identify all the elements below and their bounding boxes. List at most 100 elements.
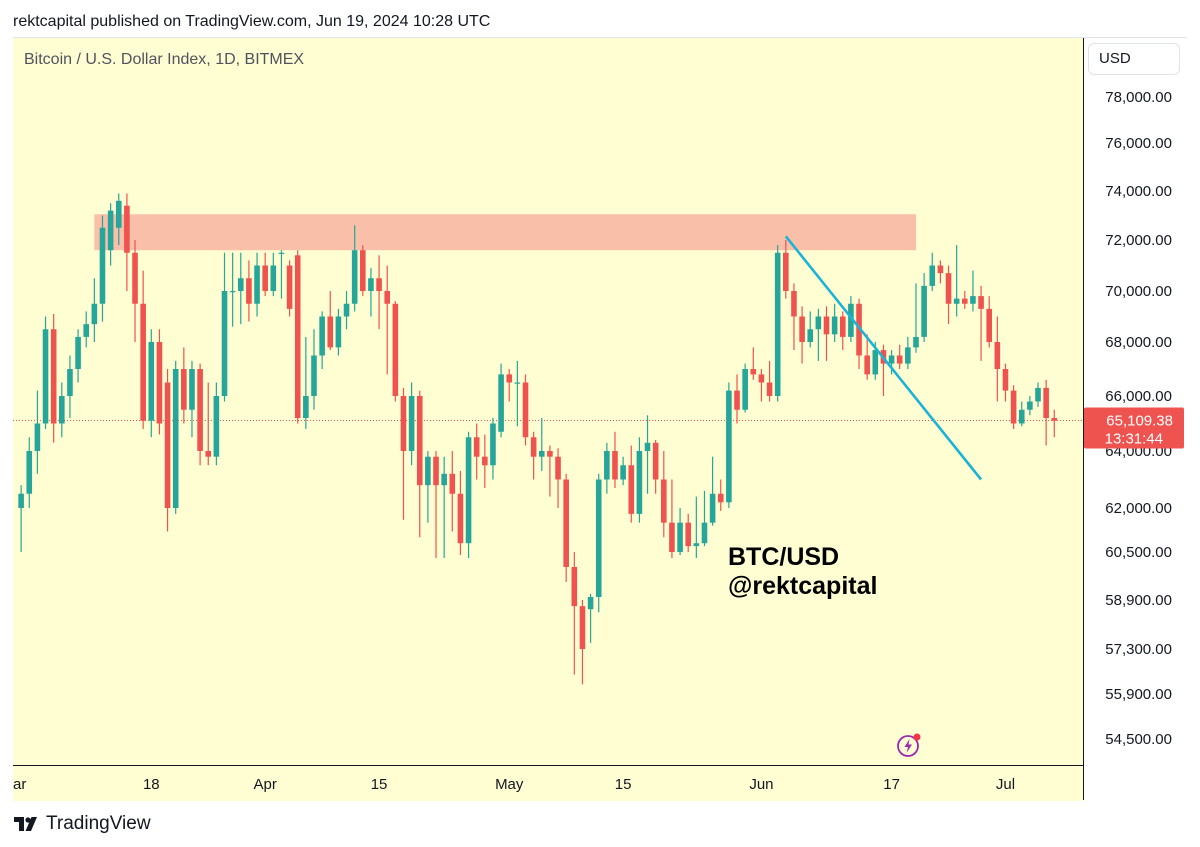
candle[interactable]: [433, 451, 439, 558]
candle[interactable]: [864, 334, 870, 380]
candle[interactable]: [604, 442, 610, 494]
candle[interactable]: [246, 260, 252, 322]
candle[interactable]: [124, 193, 130, 291]
candle[interactable]: [839, 311, 846, 351]
candle[interactable]: [856, 298, 862, 369]
candle[interactable]: [742, 363, 748, 413]
candle[interactable]: [530, 431, 537, 480]
candle[interactable]: [1035, 382, 1041, 408]
candle[interactable]: [416, 390, 423, 538]
candle[interactable]: [661, 451, 667, 538]
candle[interactable]: [774, 245, 781, 402]
candle[interactable]: [750, 347, 757, 380]
candle[interactable]: [538, 418, 545, 471]
candle[interactable]: [319, 311, 325, 369]
candle[interactable]: [758, 369, 765, 402]
candle[interactable]: [644, 415, 651, 494]
candle[interactable]: [408, 382, 415, 466]
candle[interactable]: [961, 291, 968, 309]
candle[interactable]: [156, 329, 163, 435]
currency-selector[interactable]: USD: [1088, 43, 1180, 75]
candle[interactable]: [140, 270, 146, 429]
candle[interactable]: [823, 306, 830, 361]
candle[interactable]: [368, 268, 374, 317]
candle[interactable]: [677, 508, 683, 555]
candle[interactable]: [457, 470, 464, 555]
candle[interactable]: [913, 283, 919, 353]
candle[interactable]: [1051, 409, 1058, 438]
candle[interactable]: [286, 260, 293, 317]
candle[interactable]: [221, 252, 228, 402]
candle[interactable]: [26, 437, 33, 508]
candle[interactable]: [262, 252, 268, 297]
candle[interactable]: [783, 240, 789, 299]
candle[interactable]: [384, 265, 391, 375]
candle[interactable]: [685, 513, 692, 552]
candle[interactable]: [132, 240, 138, 342]
candle[interactable]: [148, 329, 155, 438]
candle[interactable]: [986, 296, 992, 348]
candle[interactable]: [189, 360, 195, 438]
candle[interactable]: [766, 360, 773, 402]
candle[interactable]: [42, 316, 49, 430]
candle[interactable]: [970, 270, 976, 312]
candle[interactable]: [888, 350, 895, 375]
candle[interactable]: [99, 215, 106, 322]
candle[interactable]: [18, 485, 24, 552]
candle[interactable]: [1010, 385, 1017, 429]
candle[interactable]: [441, 456, 447, 558]
candle[interactable]: [83, 311, 90, 348]
candle[interactable]: [620, 456, 626, 486]
candle[interactable]: [449, 451, 456, 532]
candle[interactable]: [880, 344, 887, 396]
candle[interactable]: [791, 283, 797, 351]
candle[interactable]: [628, 445, 635, 523]
candle[interactable]: [343, 291, 350, 330]
candle[interactable]: [612, 431, 618, 489]
candle[interactable]: [921, 273, 927, 342]
candle[interactable]: [896, 344, 903, 369]
candle[interactable]: [571, 552, 578, 675]
candle[interactable]: [34, 390, 41, 474]
candle[interactable]: [107, 203, 114, 266]
candle[interactable]: [67, 355, 73, 419]
candle[interactable]: [669, 479, 675, 559]
candle[interactable]: [717, 479, 724, 511]
candle[interactable]: [425, 451, 431, 523]
candle[interactable]: [652, 440, 659, 494]
candle[interactable]: [547, 445, 553, 497]
candle[interactable]: [465, 431, 472, 558]
candle[interactable]: [953, 245, 960, 317]
candle[interactable]: [254, 252, 260, 317]
candle[interactable]: [270, 252, 277, 297]
candle[interactable]: [197, 363, 203, 466]
candle[interactable]: [978, 285, 984, 361]
candle[interactable]: [994, 316, 1001, 402]
candle[interactable]: [726, 382, 732, 509]
candle[interactable]: [294, 250, 301, 424]
candle[interactable]: [799, 306, 805, 364]
resistance-zone[interactable]: [94, 214, 916, 251]
candle[interactable]: [929, 252, 936, 291]
lightning-icon[interactable]: [896, 732, 922, 758]
candle[interactable]: [945, 265, 952, 325]
candle[interactable]: [205, 382, 212, 466]
candle[interactable]: [579, 600, 586, 685]
candle[interactable]: [181, 347, 187, 424]
candle[interactable]: [937, 260, 944, 284]
candle[interactable]: [815, 308, 822, 361]
candle[interactable]: [482, 434, 488, 489]
candle[interactable]: [327, 291, 334, 351]
candle[interactable]: [595, 473, 602, 613]
candle[interactable]: [555, 448, 561, 508]
candle[interactable]: [1027, 396, 1033, 416]
candle[interactable]: [311, 329, 317, 410]
candle[interactable]: [164, 369, 171, 532]
candle[interactable]: [75, 329, 81, 383]
candle[interactable]: [91, 278, 98, 342]
candle[interactable]: [522, 374, 529, 446]
candle[interactable]: [229, 252, 236, 327]
candle[interactable]: [303, 336, 309, 429]
candle[interactable]: [693, 496, 700, 558]
candle[interactable]: [831, 303, 838, 342]
